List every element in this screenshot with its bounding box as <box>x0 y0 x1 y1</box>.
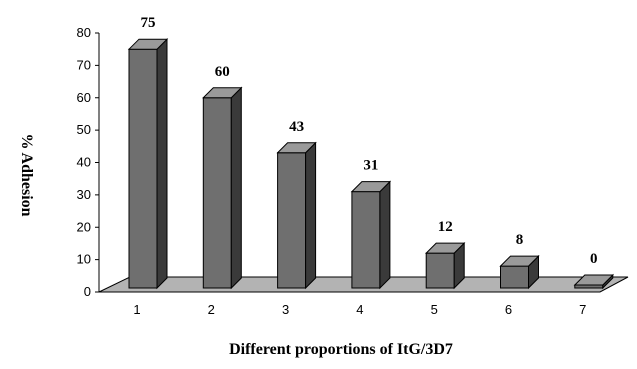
data-label: 12 <box>438 219 453 235</box>
x-tick-label: 5 <box>431 302 438 317</box>
bar <box>202 86 243 290</box>
bar-front-face <box>425 252 455 289</box>
bar <box>573 273 615 290</box>
data-label: 75 <box>141 15 156 31</box>
bar-side-face <box>305 141 317 290</box>
bar-side-face <box>156 37 168 290</box>
bar-top-face <box>127 38 169 50</box>
x-tick-label: 6 <box>505 302 512 317</box>
bar-front-face <box>351 191 381 289</box>
bar-top-face <box>499 255 540 267</box>
y-tick-label: 0 <box>84 284 91 299</box>
bar <box>424 241 466 290</box>
x-tick-label: 2 <box>208 302 215 317</box>
x-tick-labels: 1 2 3 4 5 6 7 <box>133 302 586 317</box>
bar <box>276 141 317 290</box>
y-tick-labels: 0 10 20 30 40 50 60 70 80 <box>77 25 91 299</box>
data-label: 43 <box>289 119 304 135</box>
x-axis-title: Different proportions of ItG/3D7 <box>229 341 453 358</box>
bar-top-face <box>350 181 392 193</box>
y-axis-title: % Adhesion <box>18 133 35 216</box>
bar-top-face <box>573 274 615 286</box>
bar-top-face <box>202 87 243 99</box>
bar-top-face <box>276 142 317 154</box>
bar-side-face <box>230 86 242 290</box>
y-tick-label: 50 <box>77 122 91 137</box>
bars-group <box>127 37 615 290</box>
bar <box>127 37 169 290</box>
y-tick-label: 20 <box>77 219 91 234</box>
y-tick-label: 10 <box>77 252 91 267</box>
data-labels: 75 60 43 31 12 8 0 <box>141 15 598 267</box>
bar <box>350 180 392 290</box>
x-tick-label: 4 <box>356 302 363 317</box>
data-label: 8 <box>516 232 524 248</box>
bar-side-face <box>379 180 391 290</box>
bar-front-face <box>128 48 158 289</box>
x-tick-label: 1 <box>133 302 140 317</box>
data-label: 31 <box>363 158 378 174</box>
bar <box>499 254 540 290</box>
y-tick-label: 60 <box>77 90 91 105</box>
x-tick-label: 3 <box>282 302 289 317</box>
y-tick-label: 80 <box>77 25 91 40</box>
axes-group <box>95 32 600 293</box>
y-tick-label: 30 <box>77 187 91 202</box>
y-tick-label: 70 <box>77 57 91 72</box>
data-label: 60 <box>215 64 230 80</box>
bar-front-face <box>277 152 307 289</box>
x-tick-label: 7 <box>579 302 586 317</box>
bar-front-face <box>500 265 529 289</box>
y-tick-label: 40 <box>77 155 91 170</box>
data-label: 0 <box>590 251 598 267</box>
bar-top-face <box>424 242 466 254</box>
bar-front-face <box>202 97 232 289</box>
